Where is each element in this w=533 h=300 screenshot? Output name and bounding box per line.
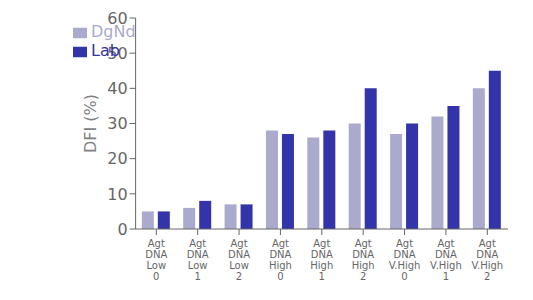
svg-text:AgtDNAV.High0: AgtDNAV.High0 [389, 238, 421, 282]
svg-text:DFI (%): DFI (%) [81, 94, 100, 153]
svg-text:AgtDNAHigh0: AgtDNAHigh0 [269, 238, 292, 282]
svg-text:50: 50 [107, 44, 127, 63]
svg-text:10: 10 [107, 185, 127, 204]
svg-text:AgtDNALow2: AgtDNALow2 [228, 238, 250, 282]
svg-text:AgtDNAV.High1: AgtDNAV.High1 [430, 238, 462, 282]
svg-text:AgtDNALow0: AgtDNALow0 [145, 238, 167, 282]
svg-text:0: 0 [117, 220, 127, 239]
svg-text:AgtDNAHigh2: AgtDNAHigh2 [352, 238, 375, 282]
svg-text:AgtDNAHigh1: AgtDNAHigh1 [310, 238, 333, 282]
svg-text:AgtDNALow1: AgtDNALow1 [187, 238, 209, 282]
svg-text:30: 30 [107, 114, 127, 133]
svg-text:40: 40 [107, 79, 127, 98]
svg-text:60: 60 [107, 9, 127, 28]
svg-text:20: 20 [107, 149, 127, 168]
svg-text:AgtDNAV.High2: AgtDNAV.High2 [471, 238, 503, 282]
